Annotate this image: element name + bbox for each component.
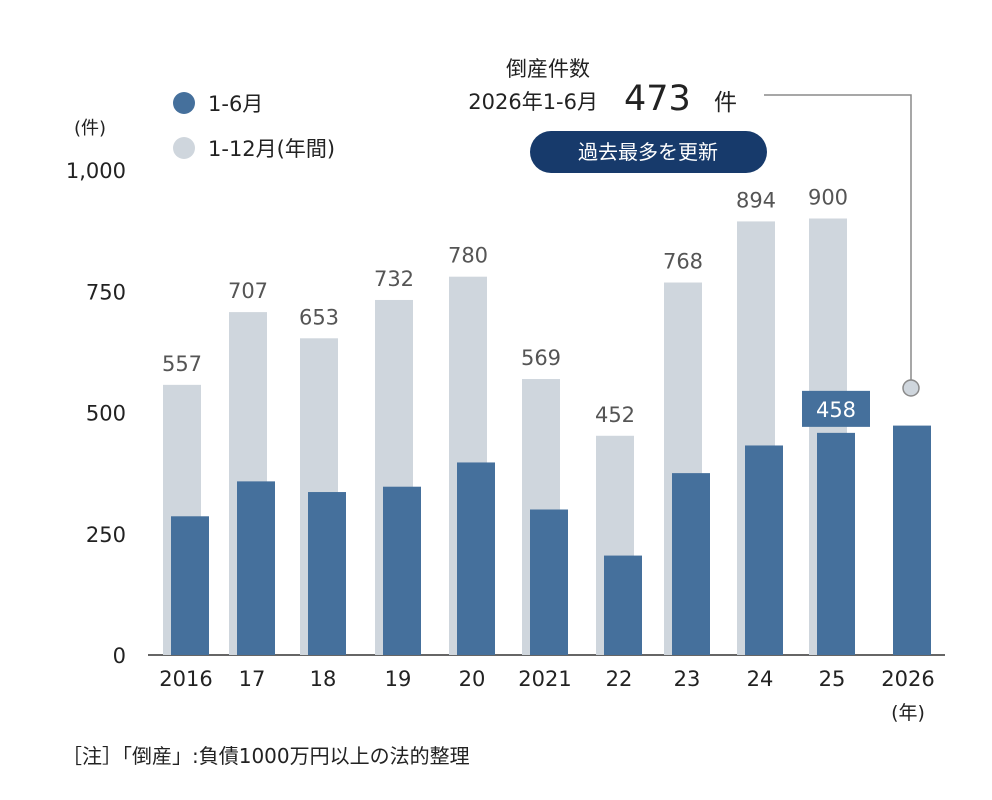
footnote: ［注］「倒産」:負債1000万円以上の法的整理 — [62, 744, 470, 768]
bar-first-half-19 — [383, 486, 421, 655]
x-tick-label-20: 20 — [459, 667, 486, 691]
annotation-leader-line — [764, 94, 912, 380]
y-tick-label: 500 — [86, 402, 126, 426]
value-label-full-year-2016: 557 — [162, 352, 202, 376]
bar-first-half-2016 — [171, 516, 209, 655]
annotation-value: 473 — [624, 79, 691, 119]
value-label-full-year-24: 894 — [736, 188, 776, 212]
x-tick-label-24: 24 — [747, 667, 774, 691]
legend-label-full-year: 1-12月(年間) — [208, 137, 335, 161]
x-tick-label-25: 25 — [819, 667, 846, 691]
bar-first-half-18 — [308, 492, 346, 655]
labels-layer: 557 2016 707 17 653 18 732 19 780 20 569 2021 452 22 7… — [159, 186, 934, 692]
bar-first-half-22 — [604, 555, 642, 655]
annotation: 倒産件数 2026年1-6月 473 件 過去最多を更新 — [468, 57, 920, 397]
annotation-title: 倒産件数 — [506, 57, 590, 81]
legend-label-first-half: 1-6月 — [208, 92, 263, 116]
annotation-leader-dot — [902, 379, 920, 397]
y-unit-label: (件) — [74, 118, 106, 139]
x-unit-label: (年) — [891, 702, 925, 724]
x-tick-label-22: 22 — [606, 667, 633, 691]
bar-first-half-23 — [672, 473, 710, 655]
x-tick-label-2026: 2026 — [881, 667, 934, 691]
annotation-period: 2026年1-6月 — [468, 90, 598, 114]
record-high-badge — [530, 131, 767, 173]
x-tick-label-2021: 2021 — [518, 667, 571, 691]
x-tick-label-18: 18 — [310, 667, 337, 691]
value-label-full-year-17: 707 — [228, 279, 268, 303]
x-tick-label-19: 19 — [385, 667, 412, 691]
y-tick-label: 750 — [86, 280, 126, 304]
value-label-full-year-23: 768 — [663, 250, 703, 274]
value-label-full-year-2021: 569 — [521, 346, 561, 370]
y-tick-label: 0 — [113, 644, 126, 668]
x-tick-label-23: 23 — [674, 667, 701, 691]
value-label-full-year-22: 452 — [595, 403, 635, 427]
axes-layer: 0 250 500 750 1,000 — [66, 159, 945, 668]
annotation-unit: 件 — [714, 90, 737, 116]
x-tick-label-2016: 2016 — [159, 667, 212, 691]
y-tick-label: 250 — [86, 523, 126, 547]
value-label-full-year-25: 900 — [808, 186, 848, 210]
value-label-full-year-18: 653 — [299, 305, 339, 329]
record-high-badge-text: 過去最多を更新 — [578, 140, 718, 164]
y-tick-label: 1,000 — [66, 159, 126, 183]
value-label-first-half-25: 458 — [816, 398, 856, 422]
bar-first-half-17 — [237, 481, 275, 655]
x-tick-label-17: 17 — [239, 667, 266, 691]
legend-swatch-first-half — [173, 92, 195, 114]
legend: 1-6月 1-12月(年間) — [173, 92, 335, 161]
bars-layer — [163, 218, 931, 655]
value-label-full-year-20: 780 — [448, 244, 488, 268]
bar-first-half-24 — [745, 445, 783, 655]
value-label-box-first-half-25 — [802, 390, 870, 427]
legend-swatch-full-year — [173, 137, 195, 159]
bar-first-half-2026 — [893, 425, 931, 655]
bar-first-half-25 — [817, 432, 855, 655]
bar-first-half-20 — [457, 462, 495, 655]
bar-first-half-2021 — [530, 509, 568, 655]
value-label-full-year-19: 732 — [374, 267, 414, 291]
